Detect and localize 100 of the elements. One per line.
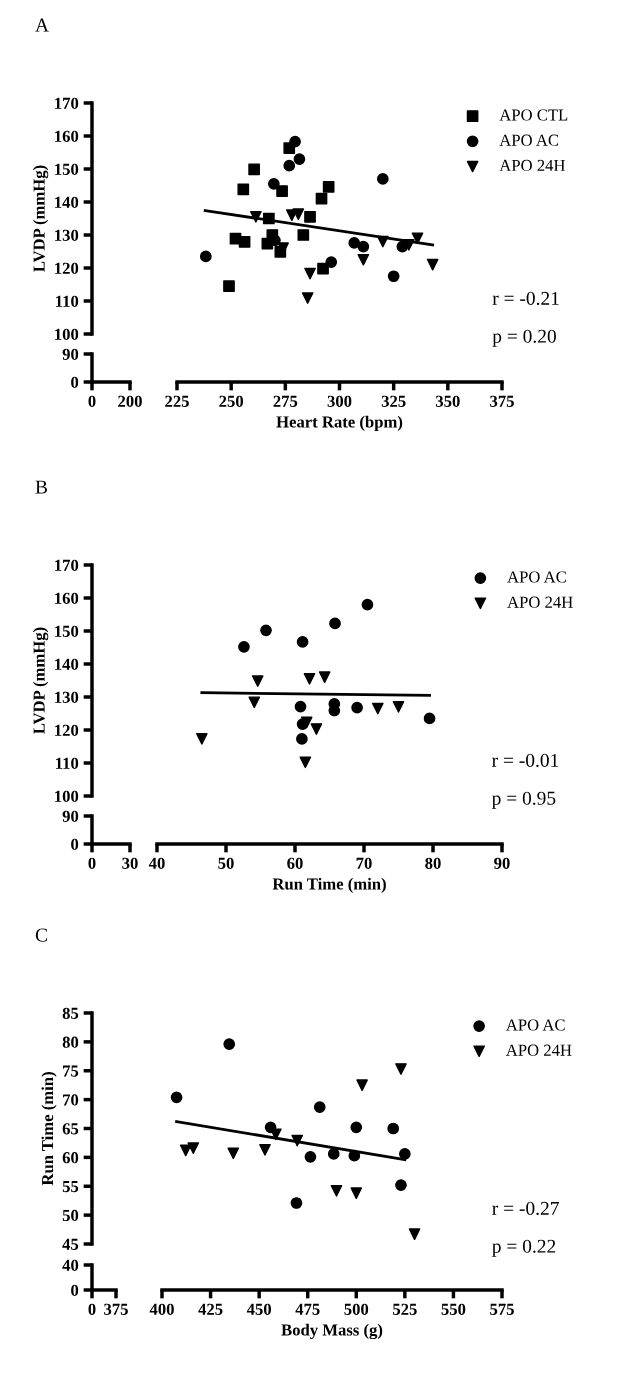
annotation: r = -0.21 xyxy=(492,291,559,305)
legend-label: APO CTL xyxy=(499,109,568,121)
y-tick-label: 100 xyxy=(55,790,79,802)
point xyxy=(361,598,374,611)
point xyxy=(260,624,272,637)
x-tick-label: 275 xyxy=(273,395,298,407)
point xyxy=(276,185,288,197)
point xyxy=(223,280,235,292)
point xyxy=(350,1121,363,1134)
x-tick-label: 550 xyxy=(441,1303,466,1315)
point xyxy=(327,1148,340,1160)
point xyxy=(310,723,323,735)
point xyxy=(348,1149,361,1162)
y-axis-title: Run Time (min) xyxy=(41,1072,57,1186)
point xyxy=(250,211,262,223)
point xyxy=(296,733,308,745)
y-tick-label: 60 xyxy=(62,1152,79,1164)
point xyxy=(399,1148,411,1160)
x-tick-label: 60 xyxy=(287,857,303,869)
y-tick-label: 90 xyxy=(62,348,79,360)
point xyxy=(357,240,370,253)
y-tick-label: 0 xyxy=(71,838,79,850)
annotation: p = 0.22 xyxy=(492,1239,556,1257)
legend-label: APO 24H xyxy=(505,1044,572,1056)
point xyxy=(187,1142,200,1154)
point xyxy=(293,153,306,165)
point xyxy=(294,700,307,713)
annotation: r = -0.01 xyxy=(492,753,559,767)
point xyxy=(292,208,305,221)
x-tick-label: 575 xyxy=(490,1303,514,1315)
point xyxy=(351,701,363,714)
chart-title: B xyxy=(35,480,48,494)
y-tick-label: 130 xyxy=(55,691,79,703)
x-tick-label: 50 xyxy=(218,857,234,869)
point xyxy=(387,1122,400,1135)
y-tick-label: 170 xyxy=(55,559,79,571)
point xyxy=(304,267,316,280)
y-axis-title: LVDP (mmHg) xyxy=(33,627,49,734)
point xyxy=(223,1038,236,1051)
y-tick-label: 0 xyxy=(71,376,79,388)
point xyxy=(248,696,261,709)
x-tick-label: 0 xyxy=(88,1303,96,1315)
point xyxy=(350,1187,363,1200)
point xyxy=(196,733,208,745)
point xyxy=(199,250,212,263)
point xyxy=(376,173,389,185)
annotation: p = 0.20 xyxy=(492,329,556,347)
point xyxy=(387,270,400,283)
x-tick-label: 70 xyxy=(356,857,372,869)
point xyxy=(313,1101,326,1113)
x-tick-label: 40 xyxy=(148,857,165,869)
point xyxy=(251,675,264,688)
legend-label: APO 24H xyxy=(499,159,565,172)
point xyxy=(322,180,335,193)
y-tick-label: 140 xyxy=(55,658,79,670)
point xyxy=(227,1147,240,1160)
point xyxy=(408,1228,421,1241)
point xyxy=(237,183,250,196)
point xyxy=(248,163,260,176)
point xyxy=(296,636,309,648)
point xyxy=(330,1185,343,1197)
x-tick-label: 90 xyxy=(494,857,510,869)
y-tick-label: 85 xyxy=(62,1007,79,1019)
point xyxy=(300,716,313,729)
x-tick-label: 450 xyxy=(246,1303,272,1315)
y-tick-label: 150 xyxy=(55,625,79,637)
x-tick-label: 375 xyxy=(104,1303,128,1315)
point xyxy=(291,1134,304,1147)
x-tick-label: 225 xyxy=(165,395,189,407)
point xyxy=(356,1079,368,1092)
x-tick-label: 250 xyxy=(219,395,244,407)
x-tick-label: 325 xyxy=(381,395,406,407)
point xyxy=(238,640,250,653)
point xyxy=(392,701,405,713)
y-tick-label: 100 xyxy=(55,328,79,340)
chart-title: A xyxy=(35,18,49,32)
y-tick-label: 0 xyxy=(71,1284,79,1296)
point xyxy=(259,1144,271,1156)
legend-label: APO AC xyxy=(505,1019,565,1031)
point xyxy=(299,756,312,769)
chart-title: C xyxy=(35,928,47,942)
annotation: r = -0.27 xyxy=(492,1201,559,1215)
point xyxy=(283,159,296,172)
y-tick-label: 120 xyxy=(55,262,79,274)
point xyxy=(402,239,415,251)
y-tick-label: 80 xyxy=(62,1036,79,1048)
y-tick-label: 160 xyxy=(55,130,79,142)
point xyxy=(263,212,275,225)
y-tick-label: 55 xyxy=(62,1181,79,1193)
x-axis-title: Heart Rate (bpm) xyxy=(276,415,403,431)
point xyxy=(301,292,314,304)
point xyxy=(268,178,280,190)
y-tick-label: 40 xyxy=(62,1259,79,1271)
x-tick-label: 300 xyxy=(327,395,352,407)
x-tick-label: 400 xyxy=(149,1303,174,1315)
x-tick-label: 0 xyxy=(88,857,96,869)
point xyxy=(411,232,424,245)
point xyxy=(395,1063,407,1075)
y-tick-label: 160 xyxy=(55,592,79,604)
point xyxy=(304,211,316,223)
